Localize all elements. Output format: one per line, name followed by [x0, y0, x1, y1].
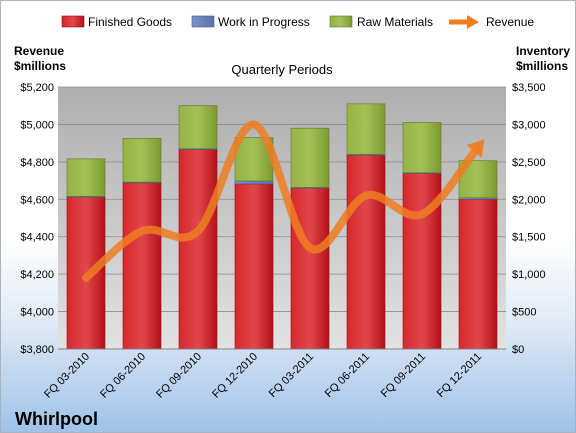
- left-tick-label: $3,800: [20, 344, 54, 356]
- left-axis-title-line-1: Revenue: [14, 44, 64, 58]
- bar-finished-goods: [122, 182, 162, 350]
- right-tick-label: $0: [512, 344, 524, 356]
- right-axis-title-line-2: $millions: [516, 59, 568, 73]
- legend-label-finished-goods: Finished Goods: [88, 15, 172, 29]
- left-tick-label: $4,200: [20, 269, 54, 281]
- left-axis-ticks: $3,800 $4,000 $4,200 $4,400 $4,600 $4,800 $5,0…: [20, 82, 54, 356]
- legend-item-finished-goods: Finished Goods: [61, 15, 172, 29]
- bar-raw-materials: [122, 137, 162, 183]
- bar-finished-goods: [346, 154, 386, 350]
- bar-raw-materials: [178, 105, 218, 150]
- x-tick-label: FQ 09-2010: [154, 351, 204, 401]
- left-tick-label: $5,200: [20, 82, 54, 94]
- right-tick-label: $3,500: [512, 82, 546, 94]
- left-tick-label: $5,000: [20, 119, 54, 131]
- bar-finished-goods: [290, 187, 330, 350]
- bar-raw-materials: [346, 103, 386, 155]
- x-axis-labels: FQ 03-2010 FQ 06-2010 FQ 09-2010 FQ 12-2010…: [42, 351, 484, 401]
- bar-finished-goods: [178, 149, 218, 350]
- legend-swatch-work-in-progress: [191, 15, 215, 28]
- right-tick-label: $3,000: [512, 119, 546, 131]
- legend-label-raw-materials: Raw Materials: [357, 15, 433, 29]
- legend-swatch-raw-materials: [329, 15, 353, 28]
- legend-swatch-finished-goods: [61, 15, 85, 28]
- x-tick-label: FQ 06-2011: [323, 351, 372, 400]
- company-name: Whirlpool: [15, 409, 98, 429]
- bar-raw-materials: [402, 122, 442, 174]
- left-tick-label: $4,400: [20, 232, 54, 244]
- legend-item-raw-materials: Raw Materials: [329, 15, 433, 29]
- x-tick-label: FQ 03-2010: [42, 351, 92, 401]
- bar-work-in-progress: [234, 180, 274, 185]
- legend-label-work-in-progress: Work in Progress: [218, 15, 310, 29]
- right-axis-ticks: $0 $500 $1,000 $1,500 $2,000 $2,500 $3,000 $3,5…: [512, 82, 546, 356]
- right-tick-label: $1,500: [512, 232, 546, 244]
- left-tick-label: $4,000: [20, 307, 54, 319]
- right-tick-label: $500: [512, 307, 536, 319]
- x-tick-label: FQ 06-2010: [98, 351, 148, 401]
- legend-item-work-in-progress: Work in Progress: [191, 15, 310, 29]
- revenue-line: [82, 120, 482, 282]
- legend-arrow-revenue: [467, 15, 479, 29]
- chart-subtitle: Quarterly Periods: [231, 62, 333, 77]
- left-tick-label: $4,600: [20, 194, 54, 206]
- revenue-layer: [82, 120, 485, 282]
- legend-label-revenue: Revenue: [486, 15, 534, 29]
- right-axis-title-line-1: Inventory: [516, 44, 570, 58]
- right-tick-label: $1,000: [512, 269, 546, 281]
- x-tick-label: FQ 12-2010: [210, 351, 260, 401]
- left-axis-title-line-2: $millions: [14, 59, 66, 73]
- x-tick-label: FQ 12-2011: [435, 351, 484, 400]
- right-tick-label: $2,500: [512, 157, 546, 169]
- bar-raw-materials: [290, 127, 330, 188]
- right-tick-label: $2,000: [512, 194, 546, 206]
- x-tick-label: FQ 09-2011: [379, 351, 428, 400]
- legend: Finished Goods Work in Progress Raw Mate…: [61, 15, 534, 29]
- bar-raw-materials: [66, 158, 106, 197]
- bar-finished-goods: [234, 183, 274, 350]
- legend-item-revenue: Revenue: [449, 15, 534, 29]
- x-tick-label: FQ 03-2011: [267, 351, 316, 400]
- revenue-arrowhead: [466, 139, 485, 158]
- bar-finished-goods: [458, 198, 498, 350]
- left-tick-label: $4,800: [20, 157, 54, 169]
